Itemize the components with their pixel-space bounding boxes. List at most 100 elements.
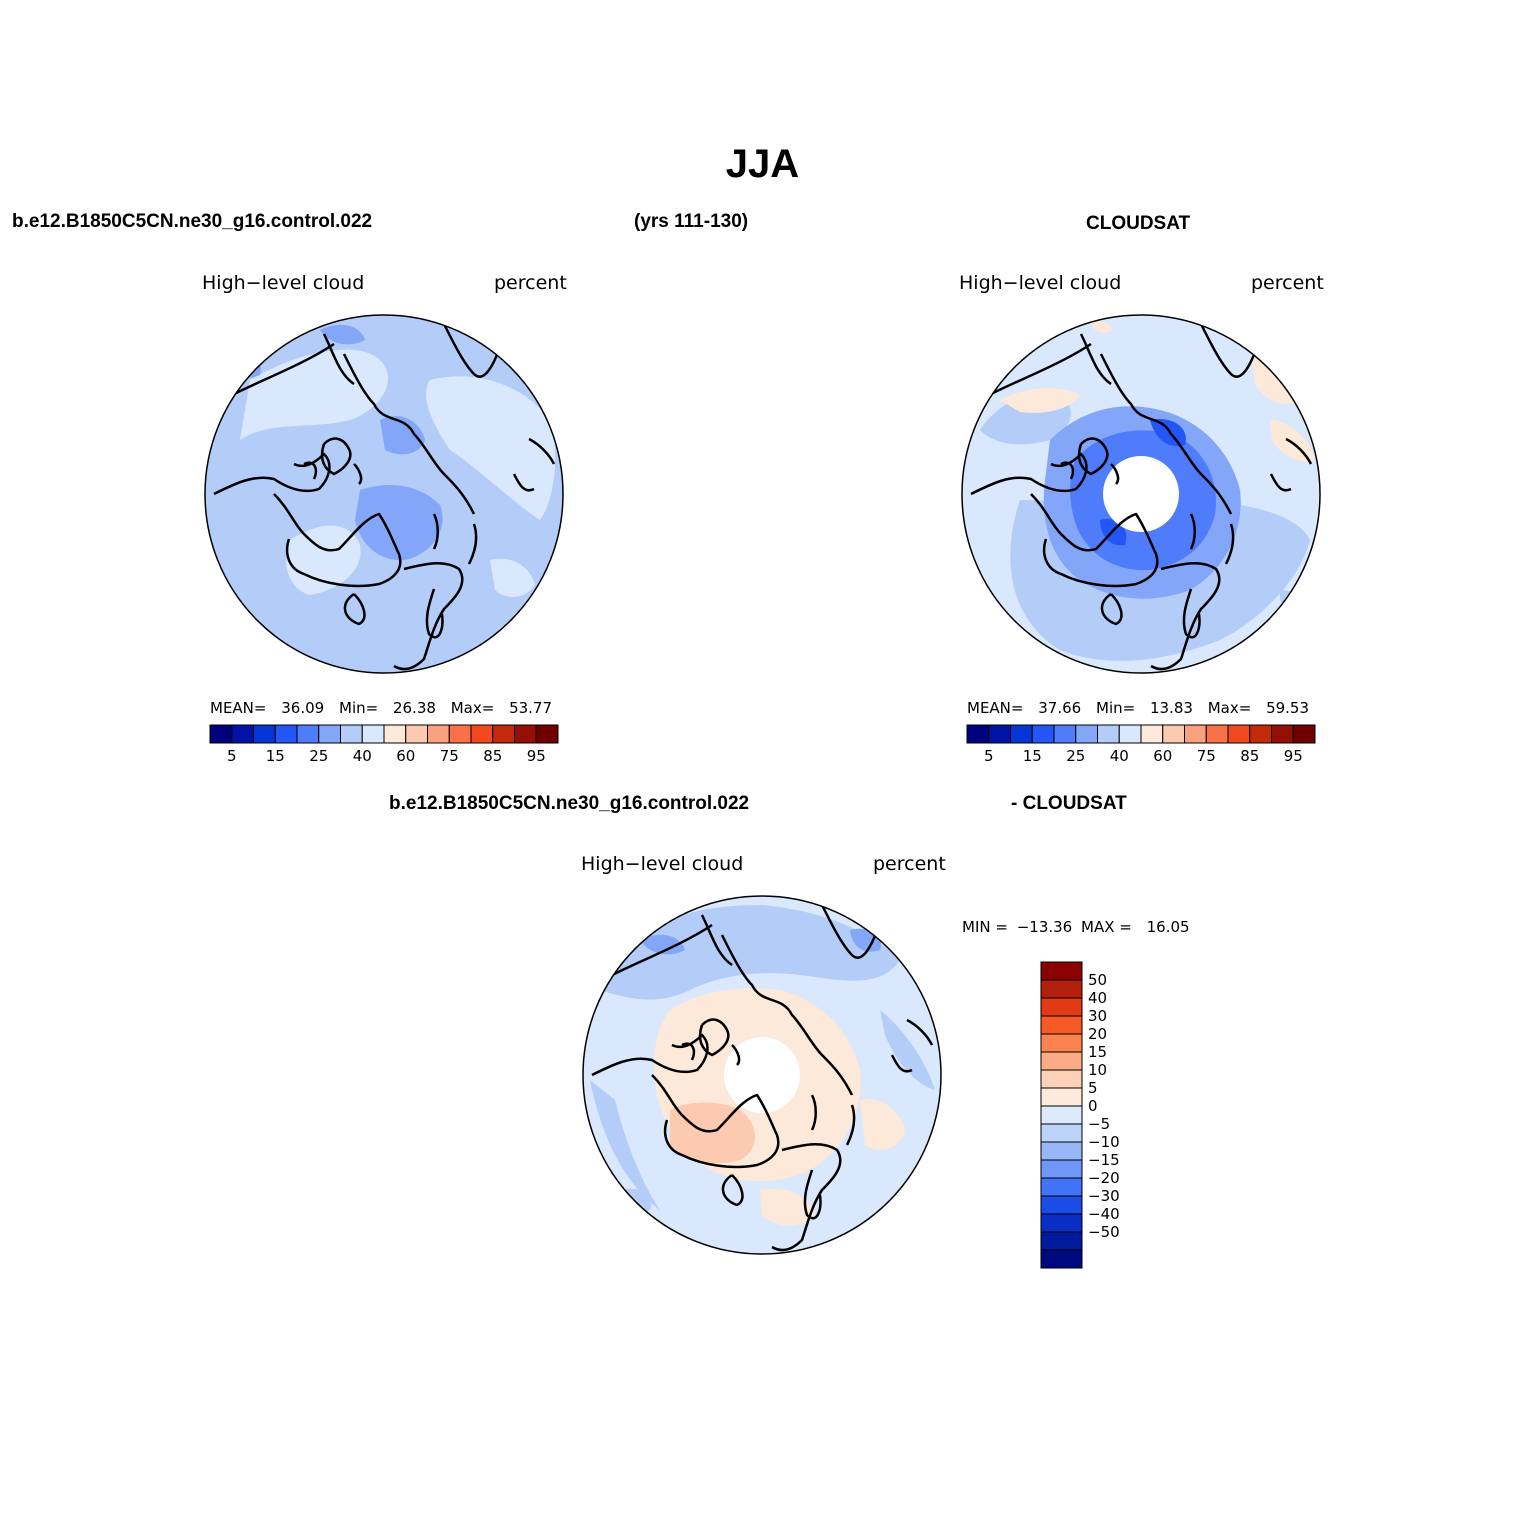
years-label: (yrs 111-130) bbox=[634, 211, 749, 232]
colorbar-swatch bbox=[448, 724, 472, 744]
colorbar-swatch bbox=[1053, 724, 1077, 744]
colorbar-swatch bbox=[1040, 1213, 1083, 1233]
colorbar-tick-label: 85 bbox=[1240, 747, 1259, 765]
colorbar-tick-label: 30 bbox=[1088, 1007, 1107, 1025]
colorbar-tick-label: −40 bbox=[1088, 1205, 1120, 1223]
max-value: 16.05 bbox=[1146, 918, 1190, 936]
colorbar-swatch bbox=[274, 724, 298, 744]
figure-title: JJA bbox=[725, 142, 800, 186]
colorbar-tick-label: −15 bbox=[1088, 1151, 1120, 1169]
colorbar-swatch bbox=[231, 724, 254, 744]
colorbar-swatch bbox=[988, 724, 1011, 744]
obs-units-label: percent bbox=[1251, 272, 1324, 294]
colorbar-tick-label: 95 bbox=[1284, 747, 1303, 765]
model-colorbar: 5 15 25 40 60 75 85 95 bbox=[209, 724, 559, 765]
diff-units-label: percent bbox=[873, 853, 946, 875]
colorbar-swatch bbox=[1227, 724, 1251, 744]
colorbar-swatch bbox=[1040, 979, 1083, 999]
colorbar-tick-label: 50 bbox=[1088, 971, 1107, 989]
colorbar-tick-label: −10 bbox=[1088, 1133, 1120, 1151]
obs-map bbox=[962, 315, 1320, 673]
colorbar-swatch bbox=[1040, 1033, 1083, 1053]
diff-map-border bbox=[582, 895, 942, 1255]
colorbar-swatch bbox=[1249, 724, 1272, 744]
colorbar-tick-label: 0 bbox=[1088, 1097, 1098, 1115]
diff-map bbox=[583, 896, 941, 1254]
max-label: MAX = bbox=[1081, 918, 1132, 936]
colorbar-tick-label: 5 bbox=[227, 747, 237, 765]
colorbar-swatch bbox=[535, 724, 559, 744]
obs-colorbar: 5 15 25 40 60 75 85 95 bbox=[966, 724, 1316, 765]
obs-name-label: CLOUDSAT bbox=[1086, 213, 1191, 234]
colorbar-tick-label: 75 bbox=[1197, 747, 1216, 765]
colorbar-tick-label: 5 bbox=[1088, 1079, 1098, 1097]
colorbar-swatch bbox=[1040, 1105, 1083, 1125]
colorbar-swatch bbox=[209, 724, 233, 744]
colorbar-swatch bbox=[1040, 1231, 1083, 1251]
colorbar-swatch bbox=[1040, 1195, 1083, 1215]
mean-label: MEAN= bbox=[967, 699, 1024, 717]
colorbar-swatch bbox=[318, 724, 341, 744]
colorbar-swatch bbox=[1040, 1087, 1083, 1107]
case-name-label: b.e12.B1850C5CN.ne30_g16.control.022 bbox=[12, 211, 373, 232]
colorbar-tick-label: 60 bbox=[396, 747, 415, 765]
model-stats: MEAN= 36.09 Min= 26.38 Max= 53.77 bbox=[210, 699, 552, 717]
colorbar-swatch bbox=[1040, 1141, 1083, 1161]
colorbar-tick-label: 15 bbox=[1088, 1043, 1107, 1061]
colorbar-tick-label: 75 bbox=[440, 747, 459, 765]
model-units-label: percent bbox=[494, 272, 567, 294]
colorbar-tick-label: −30 bbox=[1088, 1187, 1120, 1205]
colorbar-swatch bbox=[1140, 724, 1164, 744]
colorbar-tick-label: 15 bbox=[266, 747, 285, 765]
min-value: 26.38 bbox=[392, 699, 436, 717]
colorbar-swatch bbox=[470, 724, 494, 744]
mean-value: 36.09 bbox=[281, 699, 325, 717]
colorbar-swatch bbox=[1118, 724, 1142, 744]
colorbar-swatch bbox=[966, 724, 990, 744]
colorbar-swatch bbox=[1184, 724, 1207, 744]
diff-obs-name-label: - CLOUDSAT bbox=[1011, 793, 1127, 814]
colorbar-tick-label: 10 bbox=[1088, 1061, 1107, 1079]
mean-value: 37.66 bbox=[1038, 699, 1082, 717]
model-map-border bbox=[204, 314, 564, 674]
colorbar-swatch bbox=[296, 724, 320, 744]
colorbar-swatch bbox=[1097, 724, 1120, 744]
colorbar-swatch bbox=[1040, 1051, 1083, 1071]
colorbar-swatch bbox=[1040, 1015, 1083, 1035]
min-value: 13.83 bbox=[1149, 699, 1193, 717]
colorbar-swatch bbox=[514, 724, 537, 744]
max-label: Max= bbox=[1207, 699, 1252, 717]
colorbar-swatch bbox=[1292, 724, 1316, 744]
colorbar-tick-label: 85 bbox=[483, 747, 502, 765]
colorbar-swatch bbox=[492, 724, 515, 744]
colorbar-swatch bbox=[340, 724, 363, 744]
diff-case-name-label: b.e12.B1850C5CN.ne30_g16.control.022 bbox=[389, 793, 750, 814]
diff-stats: MIN = −13.36 MAX = 16.05 bbox=[962, 918, 1190, 936]
min-label: Min= bbox=[339, 699, 379, 717]
colorbar-tick-label: 15 bbox=[1023, 747, 1042, 765]
diff-variable-label: High−level cloud bbox=[581, 853, 744, 875]
obs-map-border bbox=[961, 314, 1321, 674]
colorbar-swatch bbox=[1040, 961, 1083, 981]
min-label: Min= bbox=[1096, 699, 1136, 717]
colorbar-tick-label: 95 bbox=[527, 747, 546, 765]
max-value: 53.77 bbox=[509, 699, 553, 717]
min-label: MIN = bbox=[962, 918, 1008, 936]
colorbar-tick-label: 20 bbox=[1088, 1025, 1107, 1043]
colorbar-swatch bbox=[1040, 1159, 1083, 1179]
colorbar-swatch bbox=[1040, 997, 1083, 1017]
colorbar-tick-label: 40 bbox=[1110, 747, 1129, 765]
colorbar-swatch bbox=[1040, 1123, 1083, 1143]
colorbar-tick-label: −20 bbox=[1088, 1169, 1120, 1187]
colorbar-swatch bbox=[253, 724, 276, 744]
obs-variable-label: High−level cloud bbox=[959, 272, 1122, 294]
colorbar-tick-label: 60 bbox=[1153, 747, 1172, 765]
colorbar-swatch bbox=[1040, 1177, 1083, 1197]
colorbar-swatch bbox=[361, 724, 385, 744]
colorbar-tick-label: −5 bbox=[1088, 1115, 1110, 1133]
colorbar-tick-label: 5 bbox=[984, 747, 994, 765]
colorbar-swatch bbox=[1271, 724, 1294, 744]
colorbar-swatch bbox=[1075, 724, 1098, 744]
